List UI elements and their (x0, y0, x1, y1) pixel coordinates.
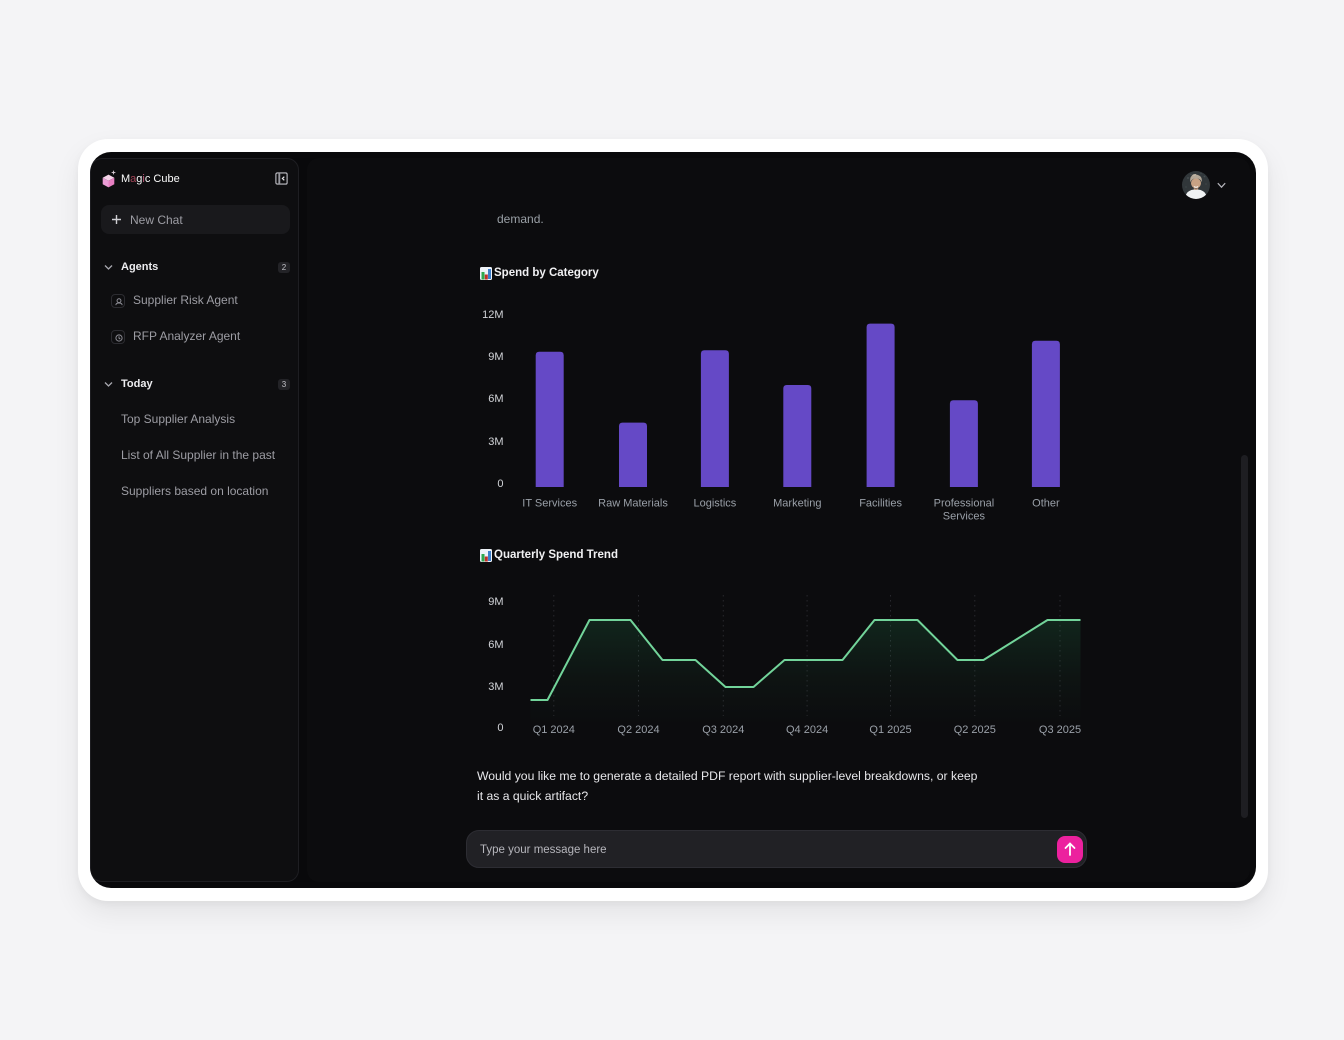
svg-text:12M: 12M (482, 309, 503, 321)
svg-text:Marketing: Marketing (773, 498, 821, 510)
svg-text:Q3 2024: Q3 2024 (702, 724, 744, 736)
svg-text:IT Services: IT Services (522, 498, 577, 510)
svg-text:Q4 2024: Q4 2024 (786, 724, 828, 736)
svg-text:Q2 2025: Q2 2025 (954, 724, 996, 736)
svg-text:9M: 9M (488, 351, 503, 363)
svg-text:0: 0 (497, 722, 503, 734)
svg-text:3M: 3M (488, 436, 503, 448)
svg-text:0: 0 (497, 478, 503, 490)
svg-text:Q1 2024: Q1 2024 (533, 724, 575, 736)
svg-text:6M: 6M (488, 393, 503, 405)
svg-text:Services: Services (943, 511, 986, 523)
svg-text:Q2 2024: Q2 2024 (617, 724, 659, 736)
svg-text:Q3 2025: Q3 2025 (1039, 724, 1081, 736)
svg-text:9M: 9M (488, 596, 503, 608)
svg-text:Q1 2025: Q1 2025 (869, 724, 911, 736)
svg-text:Logistics: Logistics (694, 498, 737, 510)
svg-text:6M: 6M (488, 639, 503, 651)
svg-text:Professional: Professional (934, 498, 995, 510)
svg-text:Raw Materials: Raw Materials (598, 498, 668, 510)
svg-text:Facilities: Facilities (859, 498, 902, 510)
svg-text:3M: 3M (488, 681, 503, 693)
svg-text:Other: Other (1032, 498, 1060, 510)
